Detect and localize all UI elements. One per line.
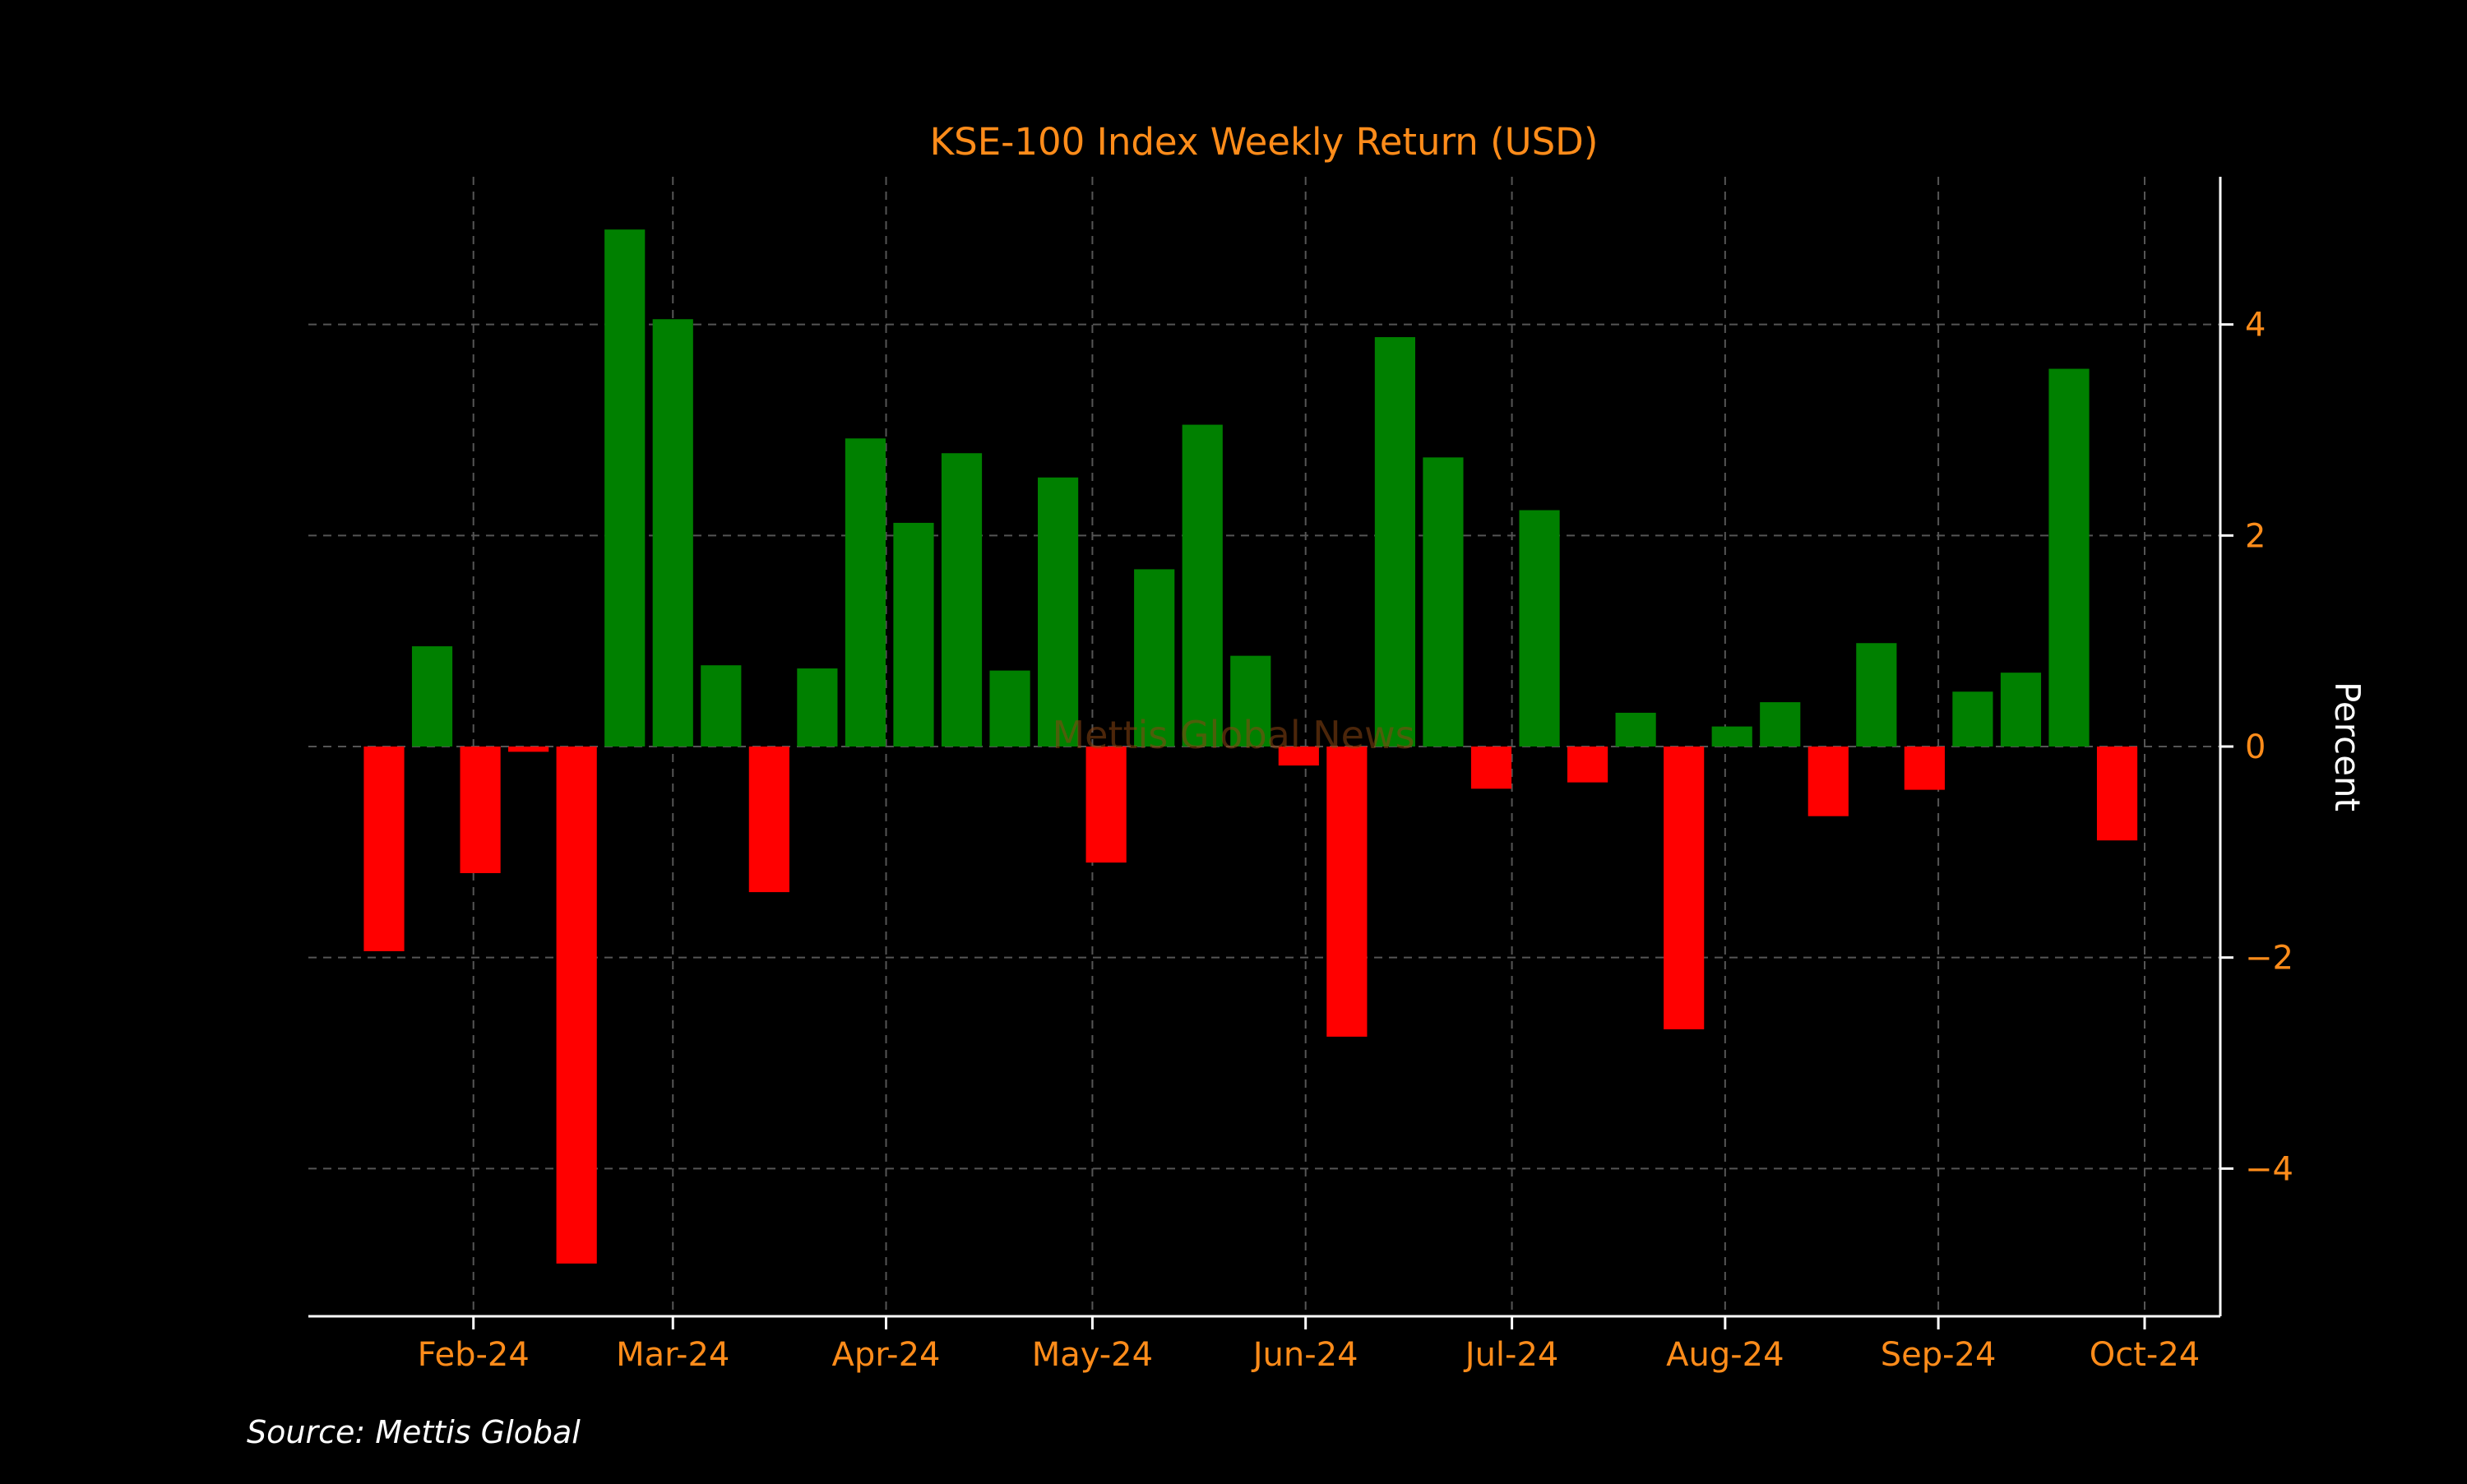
bar-positive xyxy=(1856,643,1897,747)
y-tick-label: −2 xyxy=(2245,940,2293,978)
bar-positive xyxy=(2048,368,2090,747)
x-tick-label: Mar-24 xyxy=(616,1336,729,1374)
bar-positive xyxy=(797,668,838,747)
y-tick-label: −4 xyxy=(2245,1150,2293,1188)
bar-negative xyxy=(508,747,549,752)
bar-positive xyxy=(1182,424,1223,747)
bar-positive xyxy=(652,319,693,747)
bar-negative xyxy=(1567,747,1608,783)
bar-positive xyxy=(604,229,646,747)
bar-negative xyxy=(460,747,501,873)
bar-positive xyxy=(1423,457,1464,747)
source-note: Source: Mettis Global xyxy=(247,1414,581,1450)
y-tick-label: 2 xyxy=(2245,517,2266,555)
bar-positive xyxy=(893,522,934,747)
bar-positive xyxy=(2000,673,2042,747)
bar-positive xyxy=(1374,337,1415,747)
bar-positive xyxy=(1952,691,1993,747)
y-tick-label: 4 xyxy=(2245,307,2266,344)
y-axis-label: Percent xyxy=(2327,682,2367,811)
bar-negative xyxy=(1470,747,1512,789)
bar-negative xyxy=(1904,747,1945,790)
x-tick-label: Apr-24 xyxy=(832,1336,941,1374)
bars-layer xyxy=(363,229,2138,1264)
watermark-text: Mettis Global News xyxy=(1052,713,1414,757)
bar-positive xyxy=(1615,712,1656,747)
x-tick-label: Feb-24 xyxy=(418,1336,530,1374)
bar-positive xyxy=(1230,655,1271,747)
ticks-layer: 4 2 0 −2 −4 Feb-24 Mar-24 Apr-24 May-24 Jun-24 Jul… xyxy=(418,307,2293,1374)
bar-positive xyxy=(941,453,983,747)
bar-negative xyxy=(748,747,789,893)
bar-negative xyxy=(1664,747,1705,1029)
y-tick-label: 0 xyxy=(2245,728,2266,766)
bar-negative xyxy=(556,747,597,1264)
bar-positive xyxy=(1711,726,1752,747)
x-tick-label: Jun-24 xyxy=(1251,1336,1358,1374)
x-tick-label: Oct-24 xyxy=(2090,1336,2201,1374)
bar-positive xyxy=(845,438,886,747)
bar-negative xyxy=(1278,747,1319,766)
bar-negative xyxy=(363,747,405,951)
bar-positive xyxy=(1760,702,1801,747)
x-tick-label: Aug-24 xyxy=(1666,1336,1784,1374)
bar-positive xyxy=(1134,569,1175,747)
bar-negative xyxy=(1085,747,1127,863)
x-tick-label: May-24 xyxy=(1032,1336,1153,1374)
bar-positive xyxy=(411,646,453,747)
bar-negative xyxy=(2096,747,2138,841)
bar-positive xyxy=(1519,510,1560,747)
chart-title: KSE-100 Index Weekly Return (USD) xyxy=(930,120,1599,164)
x-tick-label: Jul-24 xyxy=(1463,1336,1559,1374)
bar-positive xyxy=(701,665,742,747)
bar-positive xyxy=(1038,477,1079,747)
bar-positive xyxy=(989,670,1030,747)
bar-negative xyxy=(1326,747,1368,1037)
bar-negative xyxy=(1807,747,1849,816)
x-tick-label: Sep-24 xyxy=(1881,1336,1997,1374)
